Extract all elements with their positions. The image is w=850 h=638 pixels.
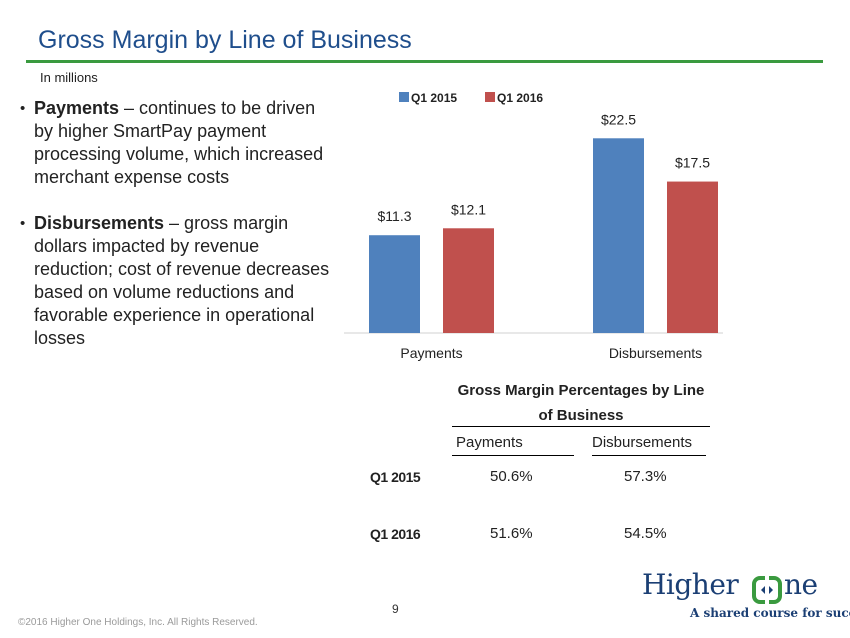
bar <box>593 138 644 333</box>
table-column-header: Disbursements <box>592 434 693 451</box>
data-label: $22.5 <box>601 111 636 127</box>
table-cell: 51.6% <box>490 525 533 542</box>
column-rule <box>592 455 706 456</box>
data-label: $12.1 <box>451 201 486 217</box>
table-cell: 50.6% <box>490 468 533 485</box>
higher-one-logo: Higher ne A shared course for success <box>638 568 850 628</box>
bullet-heading: Disbursements <box>34 213 165 233</box>
logo-word: Higher <box>642 568 739 601</box>
bullet-dot-icon: • <box>20 100 26 117</box>
table-cell: 57.3% <box>624 468 667 485</box>
bar <box>443 228 494 333</box>
column-rule <box>452 455 574 456</box>
page-number: 9 <box>392 602 399 616</box>
table-title: Gross Margin Percentages by Line of Busi… <box>457 382 705 424</box>
legend-label: Q1 2015 <box>411 91 457 105</box>
x-tick-label: Payments <box>400 345 462 361</box>
page-subtitle: In millions <box>40 70 98 85</box>
title-divider <box>26 60 823 63</box>
bullet-payments: • Payments – continues to be driven by h… <box>20 97 330 189</box>
data-label: $11.3 <box>378 208 412 224</box>
bar <box>667 181 718 333</box>
x-tick-label: Disbursements <box>609 345 702 361</box>
bullet-list: • Payments – continues to be driven by h… <box>20 97 330 373</box>
bullet-heading: Payments <box>34 98 120 118</box>
bullet-text: – continues to be driven by higher Smart… <box>34 98 324 187</box>
logo-tagline: A shared course for success <box>690 606 850 620</box>
page-title: Gross Margin by Line of Business <box>38 26 412 54</box>
table-cell: 54.5% <box>624 525 667 542</box>
legend-swatch <box>485 92 495 102</box>
table-title-rule <box>452 426 710 427</box>
copyright-text: ©2016 Higher One Holdings, Inc. All Righ… <box>18 617 258 628</box>
bullet-body: Payments – continues to be driven by hig… <box>34 97 330 189</box>
legend-label: Q1 2016 <box>497 91 543 105</box>
bullet-text: – gross margin dollars impacted by reven… <box>34 213 330 348</box>
table-row-label: Q1 2016 <box>370 526 421 542</box>
bar <box>369 235 420 333</box>
table-row-label: Q1 2015 <box>370 469 421 485</box>
bullet-disbursements: • Disbursements – gross margin dollars i… <box>20 212 330 350</box>
data-label: $17.5 <box>675 155 710 171</box>
logo-word-suffix: ne <box>784 568 818 601</box>
table-column-header: Payments <box>456 434 523 451</box>
higher-one-logo-icon <box>752 576 782 604</box>
bullet-dot-icon: • <box>20 215 26 232</box>
bullet-body: Disbursements – gross margin dollars imp… <box>34 212 330 350</box>
legend-swatch <box>399 92 409 102</box>
